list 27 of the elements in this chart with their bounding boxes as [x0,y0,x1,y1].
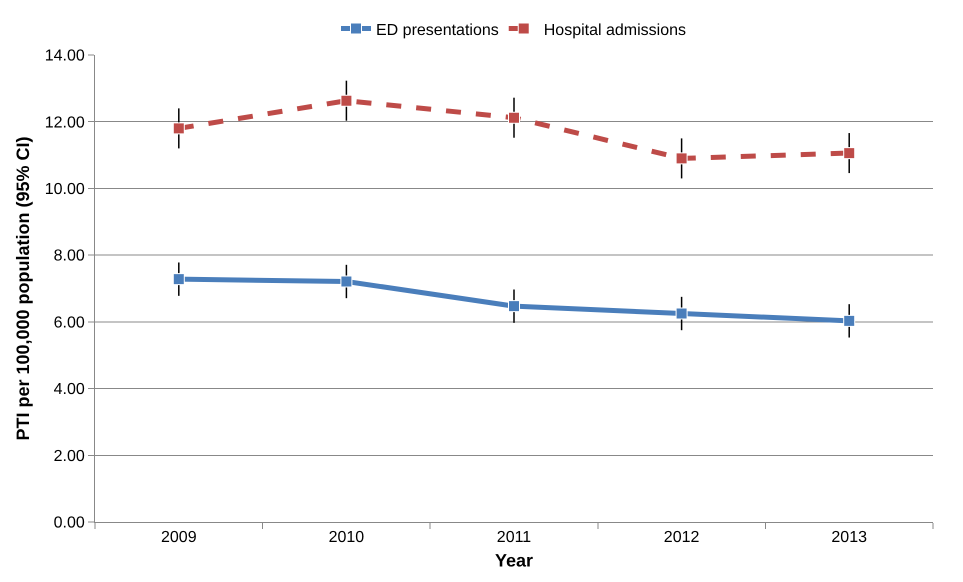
x-axis-title: Year [494,550,534,570]
point [340,275,352,288]
point [508,112,520,124]
point [676,152,688,164]
x-tick-label: 2009 [161,529,197,546]
y-tick-label: 2.00 [54,448,85,465]
y-tick-label: 12.00 [44,114,85,132]
x-tick-label: 2012 [664,529,700,546]
point [172,273,185,286]
point [508,300,520,312]
y-axis-title: PTI per 100,000 population (95% CI) [12,136,33,441]
y-tick-label: 14.00 [44,48,85,65]
legend-label: Hospital admissions [544,22,686,39]
y-tick-label: 8.00 [54,248,85,265]
legend-label: ED presentations [376,22,499,39]
y-tick-label: 6.00 [54,314,85,332]
point [676,308,688,320]
point [843,147,856,160]
point [172,122,185,134]
y-tick-label: 4.00 [54,381,85,398]
x-tick-label: 2010 [328,529,364,546]
point [340,94,352,107]
x-tick-label: 2011 [496,529,532,546]
y-tick-label: 10.00 [44,181,85,198]
y-tick-label: 0.00 [54,514,85,532]
point [843,314,856,327]
x-tick-label: 2013 [831,529,868,546]
